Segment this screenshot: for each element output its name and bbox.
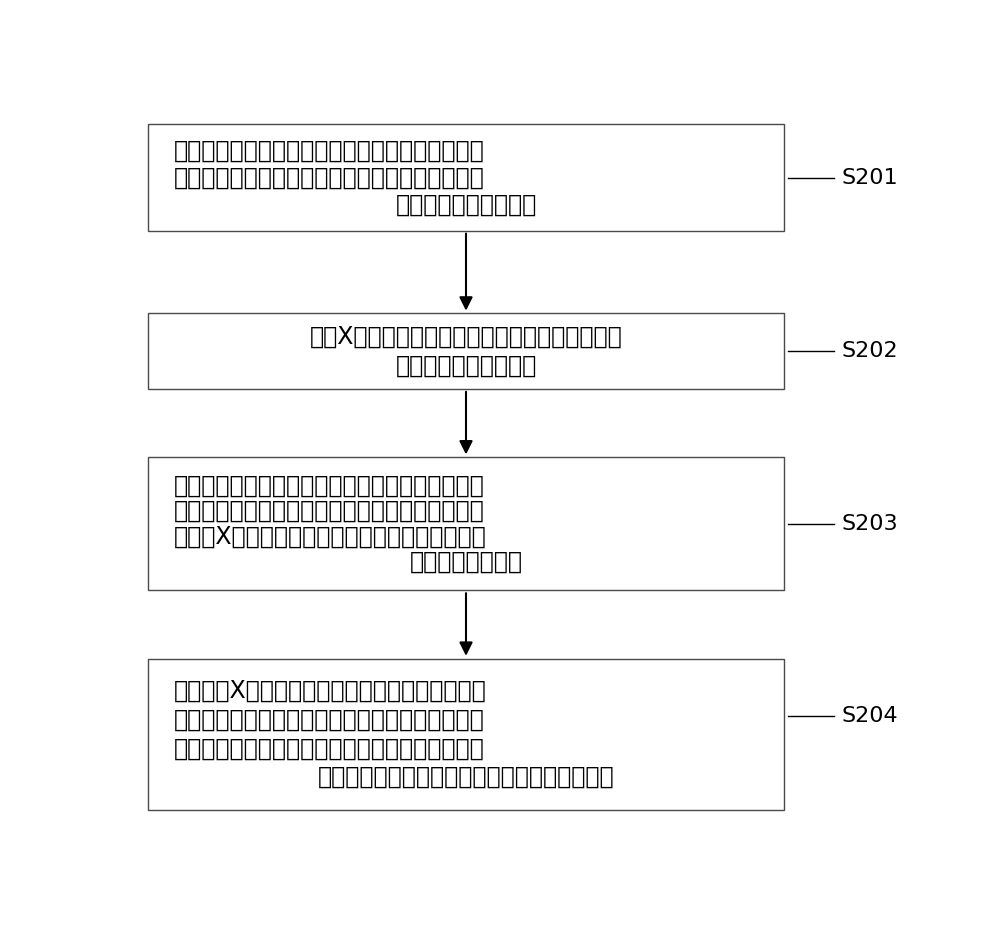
Text: 管电流，所述当前心跳周期的第二期间内的管电流: 管电流，所述当前心跳周期的第二期间内的管电流 — [174, 708, 484, 732]
Text: 控制所述X射线源在当前心跳周期的第二期间内的: 控制所述X射线源在当前心跳周期的第二期间内的 — [174, 679, 486, 703]
Bar — [148, 314, 784, 389]
Text: 每一心跳周期包括心脏运动平缓的第一周期以及心: 每一心跳周期包括心脏运动平缓的第一周期以及心 — [174, 165, 484, 190]
Bar — [148, 658, 784, 810]
Text: 一个心跳周期的第一期间开始时的管电流以及预先: 一个心跳周期的第一期间开始时的管电流以及预先 — [174, 499, 484, 523]
Text: 获取心电信号，根据所述心电信号确定心跳周期，: 获取心电信号，根据所述心电信号确定心跳周期， — [174, 138, 484, 163]
Bar — [148, 124, 784, 231]
Text: 保存的X射线源特性，确定当前心跳周期的第二期: 保存的X射线源特性，确定当前心跳周期的第二期 — [174, 525, 486, 548]
Text: S201: S201 — [842, 167, 898, 188]
Text: 确定X射线源在当前心跳周期以及下一个心跳周期: 确定X射线源在当前心跳周期以及下一个心跳周期 — [310, 325, 622, 349]
Bar — [148, 458, 784, 590]
Text: 周期以及下一个心跳周期的第一期间内的管电流: 周期以及下一个心跳周期的第一期间内的管电流 — [318, 765, 614, 789]
Text: 的第一期间内的管电流: 的第一期间内的管电流 — [395, 354, 537, 377]
Text: 大于或等于所述目标管电流，且小于所述当前心跳: 大于或等于所述目标管电流，且小于所述当前心跳 — [174, 737, 484, 760]
Text: 根据当前心跳周期的第一期间结束时的管电流、下: 根据当前心跳周期的第一期间结束时的管电流、下 — [174, 474, 484, 498]
Text: 间内的目标管电流: 间内的目标管电流 — [410, 550, 522, 573]
Text: 脏运动剧烈的第二周期: 脏运动剧烈的第二周期 — [395, 192, 537, 217]
Text: S203: S203 — [842, 514, 898, 534]
Text: S204: S204 — [842, 706, 898, 726]
Text: S202: S202 — [842, 341, 898, 361]
